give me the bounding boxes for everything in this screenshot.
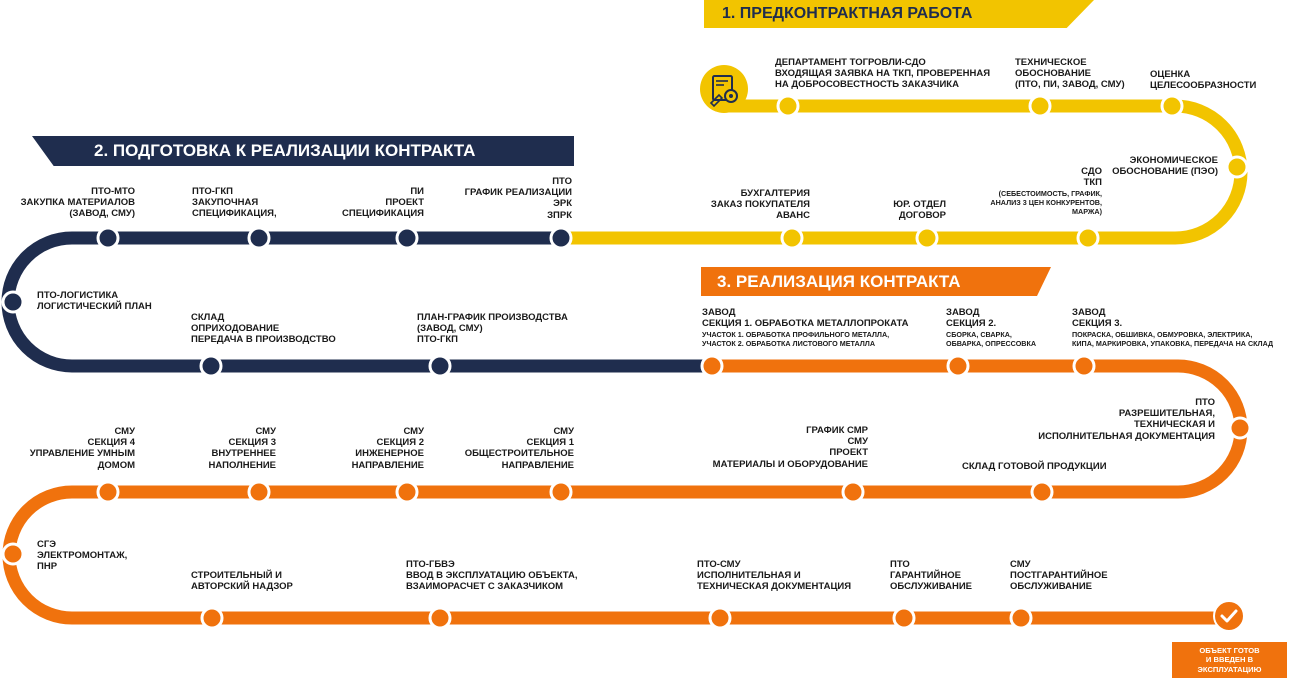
stage1-step-sublabel: (СЕБЕСТОИМОСТЬ, ГРАФИК, АНАЛИЗ 3 ЦЕН КОН…: [990, 189, 1102, 216]
stage1-step-label: ТЕХНИЧЕСКОЕ ОБОСНОВАНИЕ (ПТО, ПИ, ЗАВОД,…: [1015, 57, 1125, 91]
step-node: [776, 94, 800, 118]
step-node: [247, 226, 271, 250]
step-node: [199, 354, 223, 378]
stage3-track: [2, 359, 1248, 625]
stage2-step-label: ПТО-МТО ЗАКУПКА МАТЕРИАЛОВ (ЗАВОД, СМУ): [20, 186, 135, 220]
step-node: [1, 290, 25, 314]
final-status-box: ОБЪЕКТ ГОТОВ И ВВЕДЕН В ЭКСПЛУАТАЦИЮ: [1172, 642, 1287, 678]
step-node: [1, 542, 25, 566]
step-node: [1009, 606, 1033, 630]
stage3-step-label: ЗАВОД СЕКЦИЯ 1. ОБРАБОТКА МЕТАЛЛОПРОКАТА: [702, 307, 909, 330]
step-node: [395, 226, 419, 250]
stage1-step-label: СДО ТКП: [1081, 166, 1102, 189]
step-node: [946, 354, 970, 378]
stage1-step-label: ЮР. ОТДЕЛ ДОГОВОР: [893, 199, 946, 222]
stage3-step-label: СМУ СЕКЦИЯ 1 ОБЩЕСТРОИТЕЛЬНОЕ НАПРАВЛЕНИ…: [464, 426, 574, 471]
checkmark-icon: [1213, 600, 1245, 632]
stage3-step-label: ПТО ГАРАНТИЙНОЕ ОБСЛУЖИВАНИЕ: [890, 559, 972, 593]
stage3-step-label: ПТО-ГБВЭ ВВОД В ЭКСПЛУАТАЦИЮ ОБЪЕКТА, ВЗ…: [406, 559, 578, 593]
step-node: [96, 226, 120, 250]
stage3-banner: 3. РЕАЛИЗАЦИЯ КОНТРАКТА: [701, 267, 1051, 296]
step-node: [1030, 480, 1054, 504]
document-gear-icon: [700, 65, 748, 113]
step-node: [247, 480, 271, 504]
stage3-step-label: ГРАФИК СМР СМУ ПРОЕКТ МАТЕРИАЛЫ И ОБОРУД…: [712, 425, 868, 470]
stage2-step-label: ПЛАН-ГРАФИК ПРОИЗВОДСТВА (ЗАВОД, СМУ) ПТ…: [417, 312, 568, 346]
stage2-step-label: ПИ ПРОЕКТ СПЕЦИФИКАЦИЯ: [342, 186, 424, 220]
step-node: [200, 606, 224, 630]
step-node: [1160, 94, 1184, 118]
step-node: [780, 226, 804, 250]
step-node: [549, 226, 573, 250]
step-node: [428, 354, 452, 378]
step-node: [1228, 416, 1252, 440]
stage1-step-label: БУХГАЛТЕРИЯ ЗАКАЗ ПОКУПАТЕЛЯ АВАНС: [710, 188, 810, 222]
stage2-step-label: СКЛАД ОПРИХОДОВАНИЕ ПЕРЕДАЧА В ПРОИЗВОДС…: [191, 312, 336, 346]
stage3-step-label: ЗАВОД СЕКЦИЯ 2.: [946, 307, 997, 330]
stage2-step-label: ПТО-ЛОГИСТИКА ЛОГИСТИЧЕСКИЙ ПЛАН: [37, 290, 152, 313]
stage1-step-label: ДЕПАРТАМЕНТ ТОГРОВЛИ-СДО ВХОДЯЩАЯ ЗАЯВКА…: [775, 57, 991, 91]
stage3-step-sublabel: УЧАСТОК 1. ОБРАБОТКА ПРОФИЛЬНОГО МЕТАЛЛА…: [702, 330, 890, 348]
step-node: [1028, 94, 1052, 118]
step-node: [96, 480, 120, 504]
stage3-step-label: ПТО РАЗРЕШИТЕЛЬНАЯ, ТЕХНИЧЕСКАЯ И ИСПОЛН…: [1038, 397, 1215, 442]
stage3-step-sublabel: ПОКРАСКА, ОБШИВКА, ОБМУРОВКА, ЭЛЕКТРИКА,…: [1072, 330, 1274, 348]
step-node: [700, 354, 724, 378]
stage3-step-label: СМУ СЕКЦИЯ 2 ИНЖЕНЕРНОЕ НАПРАВЛЕНИЕ: [351, 426, 424, 471]
stage3-step-label: СМУ СЕКЦИЯ 3 ВНУТРЕННЕЕ НАПОЛНЕНИЕ: [208, 426, 276, 471]
step-node: [1072, 354, 1096, 378]
step-node: [549, 480, 573, 504]
step-node: [428, 606, 452, 630]
stage3-step-label: ЗАВОД СЕКЦИЯ 3.: [1072, 307, 1123, 330]
stage2-step-label: ПТО ГРАФИК РЕАЛИЗАЦИИ ЭРК ЗПРК: [464, 176, 572, 221]
stage3-step-label: СКЛАД ГОТОВОЙ ПРОДУКЦИИ: [962, 461, 1107, 472]
stage2-step-label: ПТО-ГКП ЗАКУПОЧНАЯ СПЕЦИФИКАЦИЯ,: [192, 186, 277, 220]
step-node: [395, 480, 419, 504]
stage1-step-label: ОЦЕНКА ЦЕЛЕСООБРАЗНОСТИ: [1150, 69, 1257, 92]
step-node: [841, 480, 865, 504]
stage3-step-label: СГЭ ЭЛЕКТРОМОНТАЖ, ПНР: [37, 539, 128, 573]
stage1-step-label: ЭКОНОМИЧЕСКОЕ ОБОСНОВАНИЕ (ПЭО): [1112, 155, 1218, 178]
stage3-step-label: ПТО-СМУ ИСПОЛНИТЕЛЬНАЯ И ТЕХНИЧЕСКАЯ ДОК…: [697, 559, 852, 593]
stage3-step-label: СМУ СЕКЦИЯ 4 УПРАВЛЕНИЕ УМНЫМ ДОМОМ: [29, 426, 135, 471]
stage2-banner: 2. ПОДГОТОВКА К РЕАЛИЗАЦИИ КОНТРАКТА: [32, 136, 574, 166]
stage1-banner: 1. ПРЕДКОНТРАКТНАЯ РАБОТА: [704, 0, 1094, 28]
step-node: [1076, 226, 1100, 250]
stage3-step-label: СТРОИТЕЛЬНЫЙ И АВТОРСКИЙ НАДЗОР: [191, 570, 293, 593]
step-node: [1225, 155, 1249, 179]
stage3-step-label: СМУ ПОСТГАРАНТИЙНОЕ ОБСЛУЖИВАНИЕ: [1010, 559, 1108, 593]
step-node: [915, 226, 939, 250]
stage3-step-sublabel: СБОРКА, СВАРКА, ОБВАРКА, ОПРЕССОВКА: [946, 330, 1037, 348]
step-node: [708, 606, 732, 630]
step-node: [892, 606, 916, 630]
